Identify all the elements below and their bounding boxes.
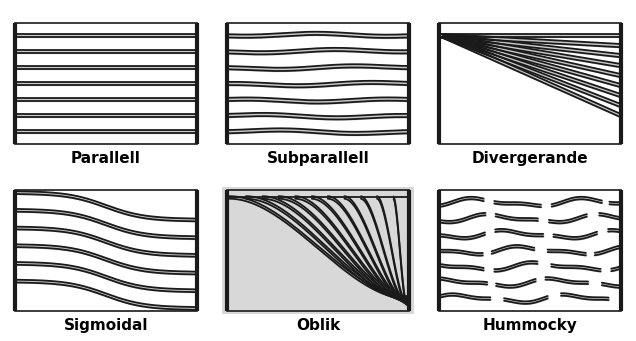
X-axis label: Parallell: Parallell	[71, 151, 141, 166]
X-axis label: Oblik: Oblik	[296, 318, 340, 333]
X-axis label: Divergerande: Divergerande	[472, 151, 588, 166]
X-axis label: Hummocky: Hummocky	[483, 318, 577, 333]
X-axis label: Sigmoidal: Sigmoidal	[64, 318, 148, 333]
X-axis label: Subparallell: Subparallell	[266, 151, 370, 166]
